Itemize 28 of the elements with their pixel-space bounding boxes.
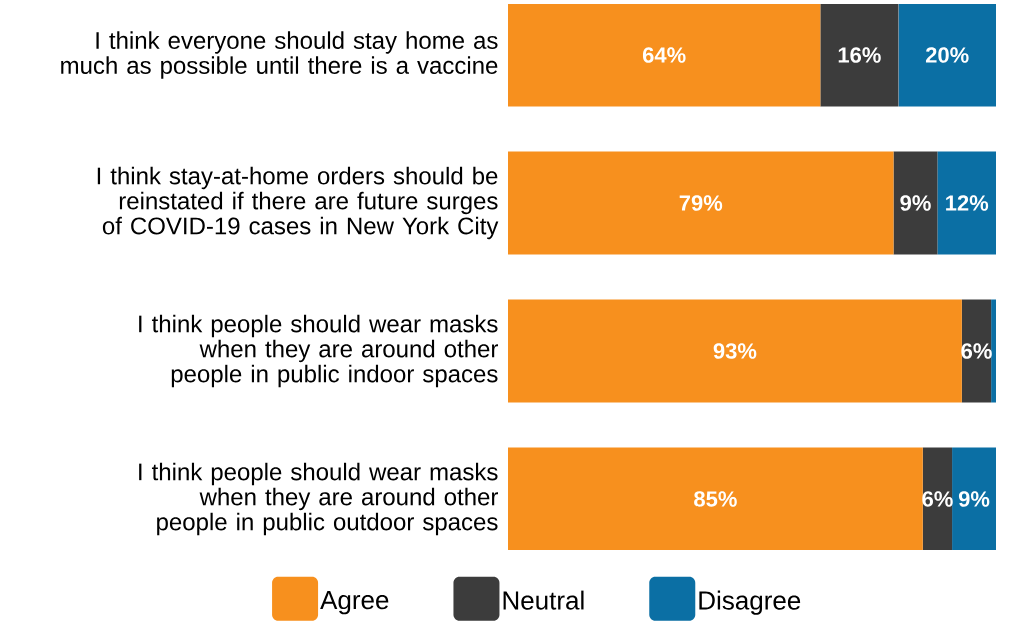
bar xyxy=(508,299,962,403)
bar xyxy=(508,151,894,255)
data-label: 64% xyxy=(642,47,686,63)
y-tick-label: I think stay-at-home orders should be reinstated if there are future surges of COVID-19 cases in New York City xyxy=(97,166,499,240)
data-label: 9% xyxy=(958,491,990,507)
data-label: 93% xyxy=(713,343,757,359)
legend-label: Disagree xyxy=(699,590,801,615)
y-tick-label: I think people should wear masks when they are around other people in public indoor spaces xyxy=(139,314,498,388)
bar xyxy=(922,447,953,551)
data-label: 20% xyxy=(925,47,969,63)
data-label: 12% xyxy=(946,195,989,211)
y-tick-label: I think everyone should stay home as much as possible until there is a vaccine xyxy=(61,31,498,79)
bar xyxy=(952,447,997,551)
bar xyxy=(508,447,923,551)
bar xyxy=(893,151,938,255)
bar xyxy=(898,4,997,107)
y-tick-label: I think people should wear masks when they are around other people in public outdoor spaces xyxy=(139,462,498,536)
legend-label: Agree xyxy=(320,591,389,615)
data-label: 85% xyxy=(694,491,737,507)
bar xyxy=(508,4,821,107)
bar xyxy=(937,151,997,255)
data-label: 79% xyxy=(679,195,723,211)
bar xyxy=(991,299,997,403)
legend-label: Neutral xyxy=(503,590,584,610)
data-label: 9% xyxy=(900,195,931,211)
bar xyxy=(820,4,899,107)
data-label: 16% xyxy=(838,47,881,63)
bar xyxy=(961,299,992,403)
